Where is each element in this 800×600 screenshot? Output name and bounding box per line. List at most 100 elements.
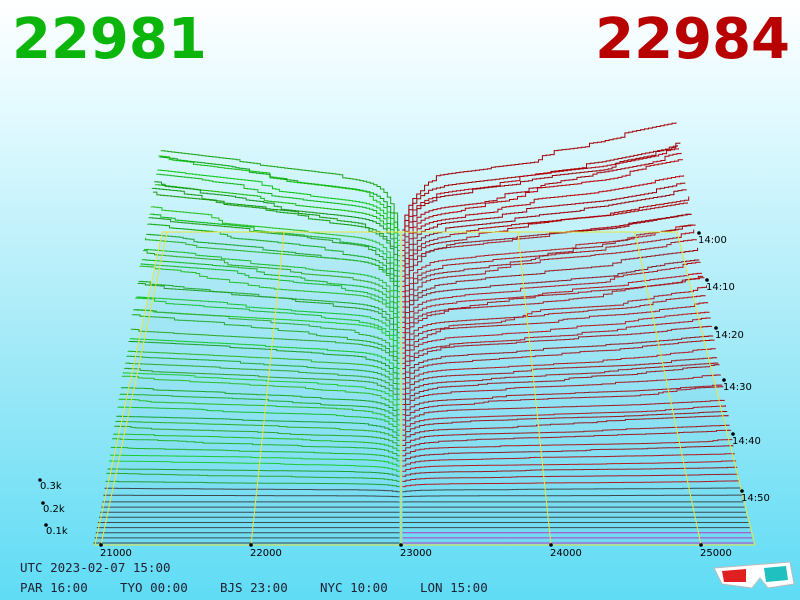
depth-line [402,175,685,262]
depth-line [152,191,400,267]
tick-dot [38,478,42,482]
grid-line [250,231,285,546]
depth-line [402,272,702,334]
tick-dot [399,543,403,547]
depth-line [130,328,400,369]
depth-line [402,285,707,354]
depth-line [402,357,718,395]
depth-lines [93,122,754,544]
depth-tick-label: 0.1k [46,526,68,537]
depth-line [114,425,400,446]
grid-line [517,231,552,546]
tick-dot [697,231,701,235]
depth-line [402,302,709,359]
time-tick-label: 14:10 [706,282,735,293]
tick-dot [41,501,45,505]
grid-line [634,231,702,546]
time-tick-label: 14:40 [732,436,761,447]
depth-line [402,325,712,375]
depth-line [402,415,729,441]
depth-line [402,159,683,257]
depth-line [120,387,400,416]
depth-line [402,213,691,287]
utc-clock: UTC 2023-02-07 15:00 [20,560,171,575]
depth-line [402,261,701,328]
depth-line [402,348,716,390]
depth-line [126,355,400,390]
depth-line [402,466,738,477]
depth-line [402,473,739,482]
depth-line [128,341,400,380]
bid-price: 22981 [12,7,207,72]
depth-line [402,224,696,308]
depth-line [148,217,400,287]
depth-line [402,224,693,298]
depth-line [141,259,400,318]
depth-line [156,173,400,251]
depth-line [402,189,687,272]
tick-dot [722,378,726,382]
depth-line [402,439,733,457]
tick-dot [714,326,718,330]
city-clock: NYC 10:00 [320,580,388,595]
depth-line [402,494,743,498]
grid-line [100,231,168,546]
depth-line [107,468,400,477]
depth-line [117,406,400,431]
city-clock: PAR 16:00 [20,580,88,595]
time-tick-label: 14:50 [741,493,770,504]
ask-price: 22984 [595,7,790,72]
depth-line [402,213,692,293]
depth-line [125,362,400,395]
depth-line [402,229,695,303]
depth-line [150,206,400,277]
depth-line [116,415,400,436]
depth-line [402,460,737,472]
depth-line [151,187,400,272]
depth-line [145,237,400,303]
depth-line [402,247,699,318]
depth-line [402,142,681,246]
depth-line [127,350,400,385]
depth-line [136,296,400,344]
axes: 21000 22000 23000 24000 25000 0.3k 0.2k 0.1k 14:… [38,231,770,559]
city-clock: LON 15:00 [420,580,488,595]
depth-line [402,339,715,385]
depth-line [402,362,719,400]
depth-line [129,338,400,375]
depth-tick-label: 0.2k [43,504,65,515]
city-clock: TYO 00:00 [120,580,188,595]
depth-line [160,150,400,231]
depth-line [154,181,400,262]
depth-line [402,386,724,421]
depth-line [118,398,400,426]
tick-dot [44,523,48,527]
depth-line [104,487,400,493]
depth-line [113,433,400,452]
depth-tick-label: 0.3k [40,481,62,492]
depth-line [105,480,400,488]
depth-line [402,405,726,431]
depth-line [119,393,400,421]
tick-dot [249,543,253,547]
tick-dot [731,432,735,436]
depth-line [402,411,728,436]
depth-line [121,375,400,411]
depth-line [142,250,400,313]
depth-line [402,429,732,452]
depth-line [106,472,400,482]
depth-line [103,494,400,498]
depth-line [111,438,400,457]
depth-line [109,460,400,472]
tick-dot [740,489,744,493]
depth-line [402,445,734,462]
time-tick-label: 14:30 [723,382,752,393]
depth-line [139,265,400,328]
price-tick-label: 24000 [550,548,582,559]
depth-line [131,314,400,364]
tick-dot [699,543,703,547]
depth-line [402,374,721,411]
depth-line [402,259,700,323]
glasses-icon [713,561,795,589]
floor-frame [94,231,756,546]
